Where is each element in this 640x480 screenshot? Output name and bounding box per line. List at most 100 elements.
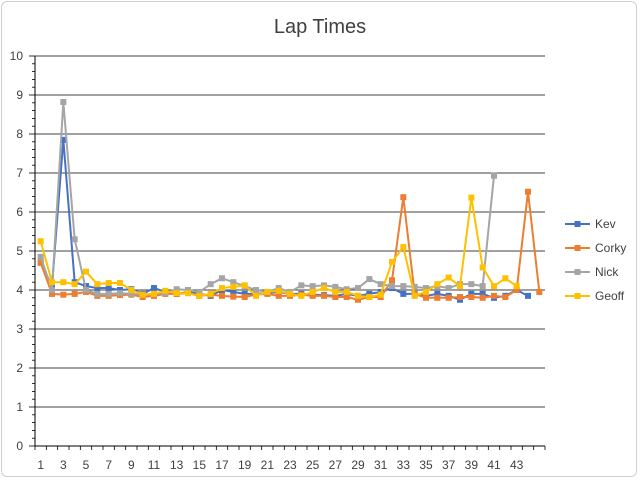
x-tick-label: 37 [442, 458, 456, 472]
data-point [355, 296, 361, 303]
data-point [389, 258, 395, 265]
series-corky [37, 188, 543, 303]
data-point [423, 285, 429, 292]
data-point [298, 292, 305, 299]
data-point [60, 99, 67, 106]
y-tick-label: 8 [16, 127, 23, 141]
data-point [434, 290, 441, 297]
x-tick-label: 5 [83, 458, 90, 472]
data-point [71, 290, 78, 297]
x-tick-label: 33 [397, 458, 411, 472]
legend: Kev Corky Nick Geoff [565, 217, 626, 303]
y-tick-label: 3 [16, 322, 23, 336]
x-tick-label: 29 [351, 458, 365, 472]
y-tick-label: 2 [16, 361, 23, 375]
data-point [241, 282, 248, 289]
legend-swatch-marker [574, 293, 581, 299]
data-point [185, 287, 191, 293]
data-point [321, 292, 327, 299]
data-point [128, 290, 135, 297]
series-layer [37, 99, 543, 303]
x-tick-label: 9 [128, 458, 135, 472]
legend-label: Corky [595, 241, 626, 255]
data-point [83, 287, 89, 293]
data-point [37, 238, 44, 245]
x-tick-label: 17 [215, 458, 229, 472]
data-point [445, 285, 452, 292]
x-tick-label: 19 [238, 458, 252, 472]
data-point [377, 291, 384, 298]
data-point [105, 279, 112, 286]
data-point [366, 294, 373, 301]
series-line [39, 138, 529, 301]
data-point [230, 293, 237, 300]
legend-item-kev: Kev [565, 217, 616, 231]
x-tick-label: 31 [374, 458, 388, 472]
data-point [491, 172, 497, 179]
legend-swatch-marker [574, 269, 581, 275]
legend-item-corky: Corky [565, 241, 626, 255]
series-nick [37, 99, 497, 298]
data-point [94, 285, 101, 292]
x-tick-label: 27 [329, 458, 343, 472]
data-point [479, 283, 486, 290]
data-point [309, 288, 316, 295]
data-point [400, 290, 407, 297]
data-point [49, 287, 55, 293]
data-point [151, 285, 157, 292]
x-tick-label: 13 [170, 458, 184, 472]
data-point [445, 274, 452, 281]
x-tick-label: 35 [419, 458, 433, 472]
data-point [298, 282, 305, 289]
x-tick-label: 3 [60, 458, 67, 472]
data-point [332, 283, 339, 290]
x-tick-label: 21 [261, 458, 275, 472]
legend-label: Kev [595, 217, 616, 231]
data-point [83, 268, 89, 275]
gridlines [35, 55, 545, 408]
data-point [309, 283, 316, 290]
y-tick-label: 7 [16, 166, 23, 180]
data-point [37, 259, 44, 266]
y-tick-label: 10 [10, 49, 24, 63]
data-point [151, 290, 157, 297]
x-tick-label: 43 [510, 458, 524, 472]
data-point [173, 290, 180, 297]
data-point [105, 290, 112, 297]
data-point [275, 287, 282, 294]
data-point [525, 292, 531, 299]
data-point [525, 188, 531, 195]
legend-label: Geoff [595, 289, 625, 303]
y-tick-label: 0 [16, 439, 23, 453]
data-point [230, 283, 237, 290]
data-point [343, 288, 350, 295]
data-point [423, 294, 429, 301]
data-point [219, 285, 225, 292]
series-geoff [37, 194, 520, 301]
data-point [468, 194, 475, 201]
legend-item-nick: Nick [565, 265, 619, 279]
y-tick-label: 6 [16, 205, 23, 219]
x-tick-label: 23 [283, 458, 297, 472]
data-point [445, 294, 452, 301]
data-point [366, 290, 373, 297]
data-point [37, 253, 44, 260]
data-point [60, 279, 67, 286]
data-point [389, 277, 395, 284]
data-point [60, 136, 67, 143]
x-tick-label: 39 [465, 458, 479, 472]
data-point [479, 294, 486, 301]
data-point [94, 290, 101, 297]
data-point [468, 281, 475, 288]
data-point [253, 287, 259, 293]
data-point [241, 290, 248, 297]
data-point [185, 290, 191, 297]
x-tick-label: 15 [193, 458, 207, 472]
data-point [105, 285, 112, 292]
data-point [309, 292, 316, 299]
data-point [389, 283, 395, 290]
data-point [400, 283, 407, 290]
data-point [173, 286, 180, 293]
